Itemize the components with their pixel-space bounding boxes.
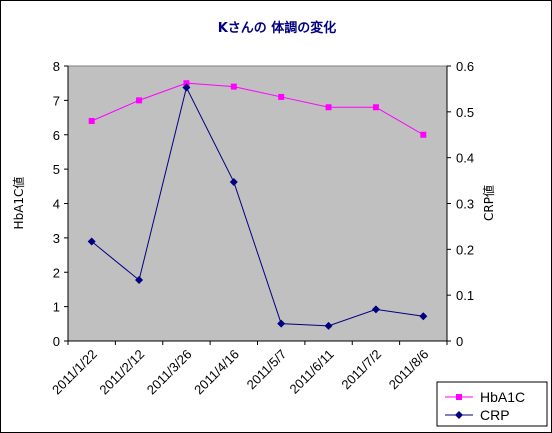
data-point-hba1c — [136, 97, 143, 104]
data-point-hba1c — [230, 83, 237, 90]
data-point-crp — [229, 177, 238, 186]
y-axis-right-label: CRP値 — [481, 185, 496, 221]
data-point-hba1c — [88, 118, 95, 124]
y-left-tick-label: 8 — [53, 59, 60, 74]
legend-marker-crp — [455, 411, 463, 419]
y-right-tick-label: 0.5 — [456, 105, 474, 120]
x-tick-label: 2011/7/2 — [338, 347, 384, 393]
y-left-tick-label: 1 — [53, 300, 60, 315]
x-tick-label: 2011/4/16 — [191, 347, 242, 398]
data-point-hba1c — [278, 93, 285, 100]
y-left-tick-label: 7 — [53, 93, 60, 108]
legend-marker-hba1c — [456, 394, 462, 400]
series-hba1c — [88, 80, 427, 138]
y-left-tick-label: 0 — [53, 334, 60, 349]
y-right-tick-label: 0.2 — [456, 242, 474, 257]
legend-box — [436, 381, 548, 427]
x-tick-label: 2011/2/12 — [96, 347, 147, 398]
data-point-hba1c — [325, 104, 332, 111]
x-tick-label: 2011/3/26 — [144, 347, 195, 398]
y-right-tick-label: 0.1 — [456, 288, 474, 303]
data-point-crp — [87, 237, 96, 246]
x-tick-label: 2011/5/7 — [244, 347, 290, 393]
legend-label-hba1c: HbA1C — [480, 389, 525, 405]
y-right-tick-label: 0.4 — [456, 151, 474, 166]
data-point-crp — [135, 276, 144, 285]
data-point-hba1c — [420, 131, 427, 138]
data-point-crp — [419, 312, 428, 321]
chart-title: Kさんの 体調の変化 — [218, 20, 337, 36]
data-point-crp — [277, 319, 286, 328]
y-left-tick-label: 6 — [53, 128, 60, 143]
y-right-tick-label: 0.6 — [456, 59, 474, 74]
data-point-crp — [182, 83, 191, 92]
x-tick-label: 2011/8/6 — [386, 347, 432, 393]
plot-area — [67, 65, 448, 342]
data-point-crp — [371, 305, 380, 314]
series-crp — [87, 83, 428, 330]
y-right-tick-label: 0 — [456, 334, 463, 349]
series-layer — [87, 80, 428, 330]
legend-label-crp: CRP — [480, 407, 510, 423]
data-point-crp — [324, 321, 333, 330]
data-point-hba1c — [372, 104, 379, 111]
series-line-hba1c — [91, 82, 424, 136]
y-left-tick-label: 3 — [53, 231, 60, 246]
y-left-tick-label: 2 — [53, 265, 60, 280]
legend: HbA1C CRP — [436, 381, 548, 427]
data-point-hba1c — [183, 80, 190, 87]
x-tick-label: 2011/1/22 — [49, 347, 100, 398]
x-tick-label: 2011/6/11 — [287, 347, 337, 397]
y-left-tick-label: 4 — [53, 197, 60, 212]
y-right-tick-label: 0.3 — [456, 197, 474, 212]
series-line-crp — [91, 86, 424, 327]
y-left-tick-label: 5 — [53, 162, 60, 177]
y-axis-left-label: HbA1C値 — [11, 177, 26, 230]
